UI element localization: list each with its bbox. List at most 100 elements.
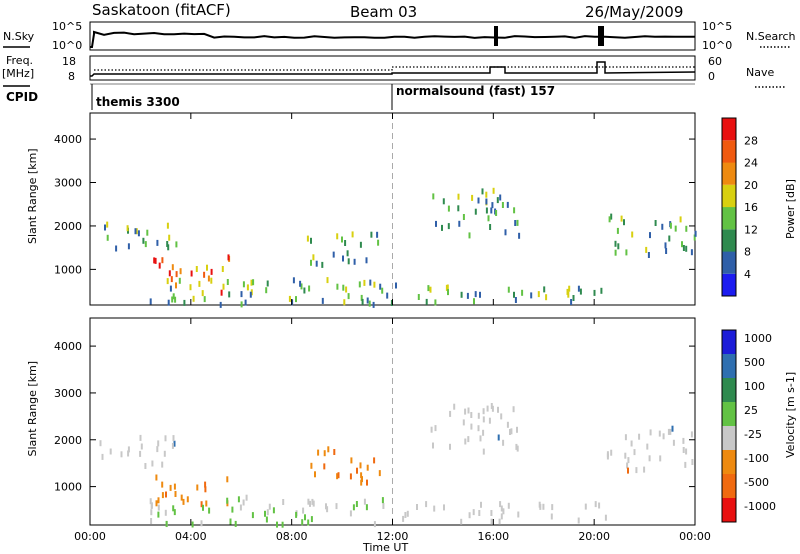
range-cell bbox=[693, 234, 696, 241]
range-cell bbox=[157, 504, 160, 511]
y-tick-label: 4000 bbox=[54, 133, 82, 146]
range-cell bbox=[577, 517, 580, 524]
colorbar-tick-label: 12 bbox=[744, 223, 758, 236]
range-cell bbox=[434, 299, 437, 306]
range-cell bbox=[470, 412, 473, 418]
range-cell bbox=[327, 446, 330, 453]
cpid-program-2: normalsound (fast) 157 bbox=[396, 84, 555, 98]
range-cell bbox=[336, 233, 339, 240]
range-cell bbox=[502, 439, 505, 446]
range-cell bbox=[206, 264, 208, 271]
x-tick-label: 04:00 bbox=[175, 530, 207, 543]
range-cell bbox=[477, 412, 480, 419]
range-cell bbox=[395, 282, 397, 289]
range-cell bbox=[265, 516, 268, 523]
range-cell bbox=[221, 266, 224, 272]
range-cell bbox=[178, 277, 181, 284]
range-cell bbox=[204, 486, 207, 493]
range-cell bbox=[474, 291, 477, 298]
range-cell bbox=[139, 434, 142, 441]
range-cell bbox=[173, 509, 176, 516]
nsky-spike bbox=[494, 26, 498, 46]
range-cell bbox=[165, 491, 167, 498]
colorbar-tick-label: 500 bbox=[744, 356, 765, 369]
range-cell bbox=[351, 231, 354, 238]
range-cell bbox=[156, 446, 159, 453]
range-cell bbox=[617, 243, 620, 250]
freq-tick-bottom: 8 bbox=[68, 70, 75, 83]
range-cell bbox=[442, 198, 445, 205]
freq-label: Freq. bbox=[6, 54, 33, 67]
range-cell bbox=[390, 300, 393, 306]
range-cell bbox=[635, 467, 638, 474]
range-cell bbox=[137, 230, 140, 237]
range-cell bbox=[292, 277, 295, 284]
range-cell bbox=[222, 283, 225, 290]
range-cell bbox=[521, 289, 524, 296]
range-cell bbox=[457, 205, 460, 212]
colorbar-swatch bbox=[722, 378, 736, 402]
range-cell bbox=[168, 234, 171, 241]
range-cell bbox=[154, 257, 157, 264]
range-cell bbox=[430, 426, 433, 433]
range-cell bbox=[347, 258, 350, 265]
range-cell bbox=[623, 219, 625, 226]
range-cell bbox=[435, 220, 437, 227]
range-cell bbox=[106, 234, 109, 241]
range-cell bbox=[158, 262, 161, 269]
range-cell bbox=[514, 297, 517, 303]
range-cell bbox=[498, 518, 501, 525]
range-cell bbox=[610, 449, 613, 456]
range-cell bbox=[226, 497, 229, 504]
range-cell bbox=[443, 504, 445, 511]
range-cell bbox=[358, 281, 361, 288]
range-cell bbox=[694, 230, 697, 237]
range-cell bbox=[530, 292, 533, 299]
scatter-region bbox=[402, 501, 607, 525]
range-cell bbox=[276, 521, 278, 528]
x-tick-label: 08:00 bbox=[276, 530, 308, 543]
cpid-program-1: themis 3300 bbox=[96, 95, 180, 109]
range-cell bbox=[491, 405, 494, 412]
range-cell bbox=[669, 222, 672, 229]
nsearch-tick-bottom: 10^0 bbox=[702, 39, 732, 52]
range-cell bbox=[314, 471, 316, 478]
range-cell bbox=[200, 520, 203, 527]
range-cell bbox=[171, 296, 174, 303]
range-cell bbox=[165, 520, 168, 527]
range-cell bbox=[226, 279, 229, 285]
range-cell bbox=[518, 232, 521, 239]
range-cell bbox=[671, 425, 674, 432]
scatter-region bbox=[306, 231, 380, 268]
range-cell bbox=[201, 290, 204, 297]
range-cell bbox=[150, 503, 153, 509]
range-cell bbox=[682, 447, 685, 453]
scatter-region bbox=[104, 221, 178, 252]
range-cell bbox=[373, 521, 376, 528]
range-cell bbox=[406, 510, 409, 517]
range-cell bbox=[360, 472, 363, 479]
range-cell bbox=[489, 224, 492, 230]
colorbar-tick-label: -25 bbox=[744, 428, 762, 441]
scatter-region bbox=[430, 403, 519, 455]
range-cell bbox=[594, 501, 597, 508]
range-cell bbox=[268, 503, 271, 510]
range-cell bbox=[467, 436, 470, 443]
colorbar-label: Velocity [m s-1] bbox=[784, 372, 797, 458]
range-cell bbox=[614, 249, 617, 256]
range-cell bbox=[479, 291, 481, 298]
range-cell bbox=[598, 502, 601, 509]
range-cell bbox=[630, 440, 633, 447]
range-cell bbox=[349, 510, 352, 517]
range-cell bbox=[299, 280, 302, 287]
range-cell bbox=[499, 501, 502, 508]
range-cell bbox=[309, 500, 311, 507]
range-cell bbox=[659, 455, 662, 462]
range-cell bbox=[265, 287, 268, 294]
range-cell bbox=[473, 298, 475, 305]
range-cell bbox=[366, 479, 368, 486]
range-cell bbox=[192, 295, 195, 302]
range-cell bbox=[242, 499, 245, 506]
range-cell bbox=[457, 193, 460, 200]
range-cell bbox=[513, 207, 516, 214]
